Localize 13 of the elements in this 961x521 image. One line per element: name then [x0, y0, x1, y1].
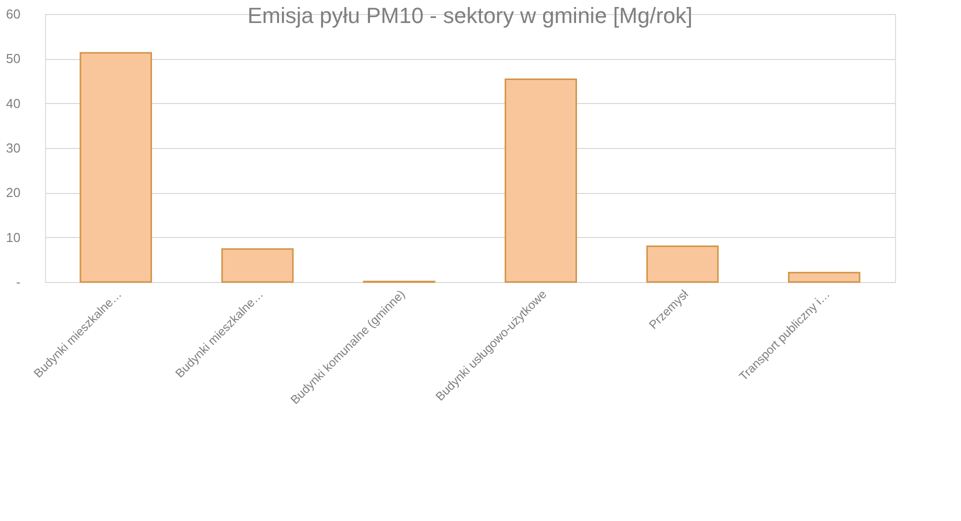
bar: [80, 52, 152, 283]
bar: [504, 78, 577, 283]
y-tick-label: -: [16, 274, 20, 290]
bar: [788, 272, 860, 283]
y-tick-label: 40: [6, 96, 20, 111]
y-tick-label: 50: [6, 51, 20, 66]
bar: [646, 246, 719, 283]
chart-title: Emisja pyłu PM10 - sektory w gminie [Mg/rok]: [247, 3, 693, 28]
y-tick-label: 10: [6, 230, 20, 245]
bar: [221, 248, 294, 283]
y-tick-label: 30: [6, 140, 20, 156]
y-tick-label: 20: [6, 185, 20, 200]
y-tick-label: 60: [6, 6, 20, 22]
